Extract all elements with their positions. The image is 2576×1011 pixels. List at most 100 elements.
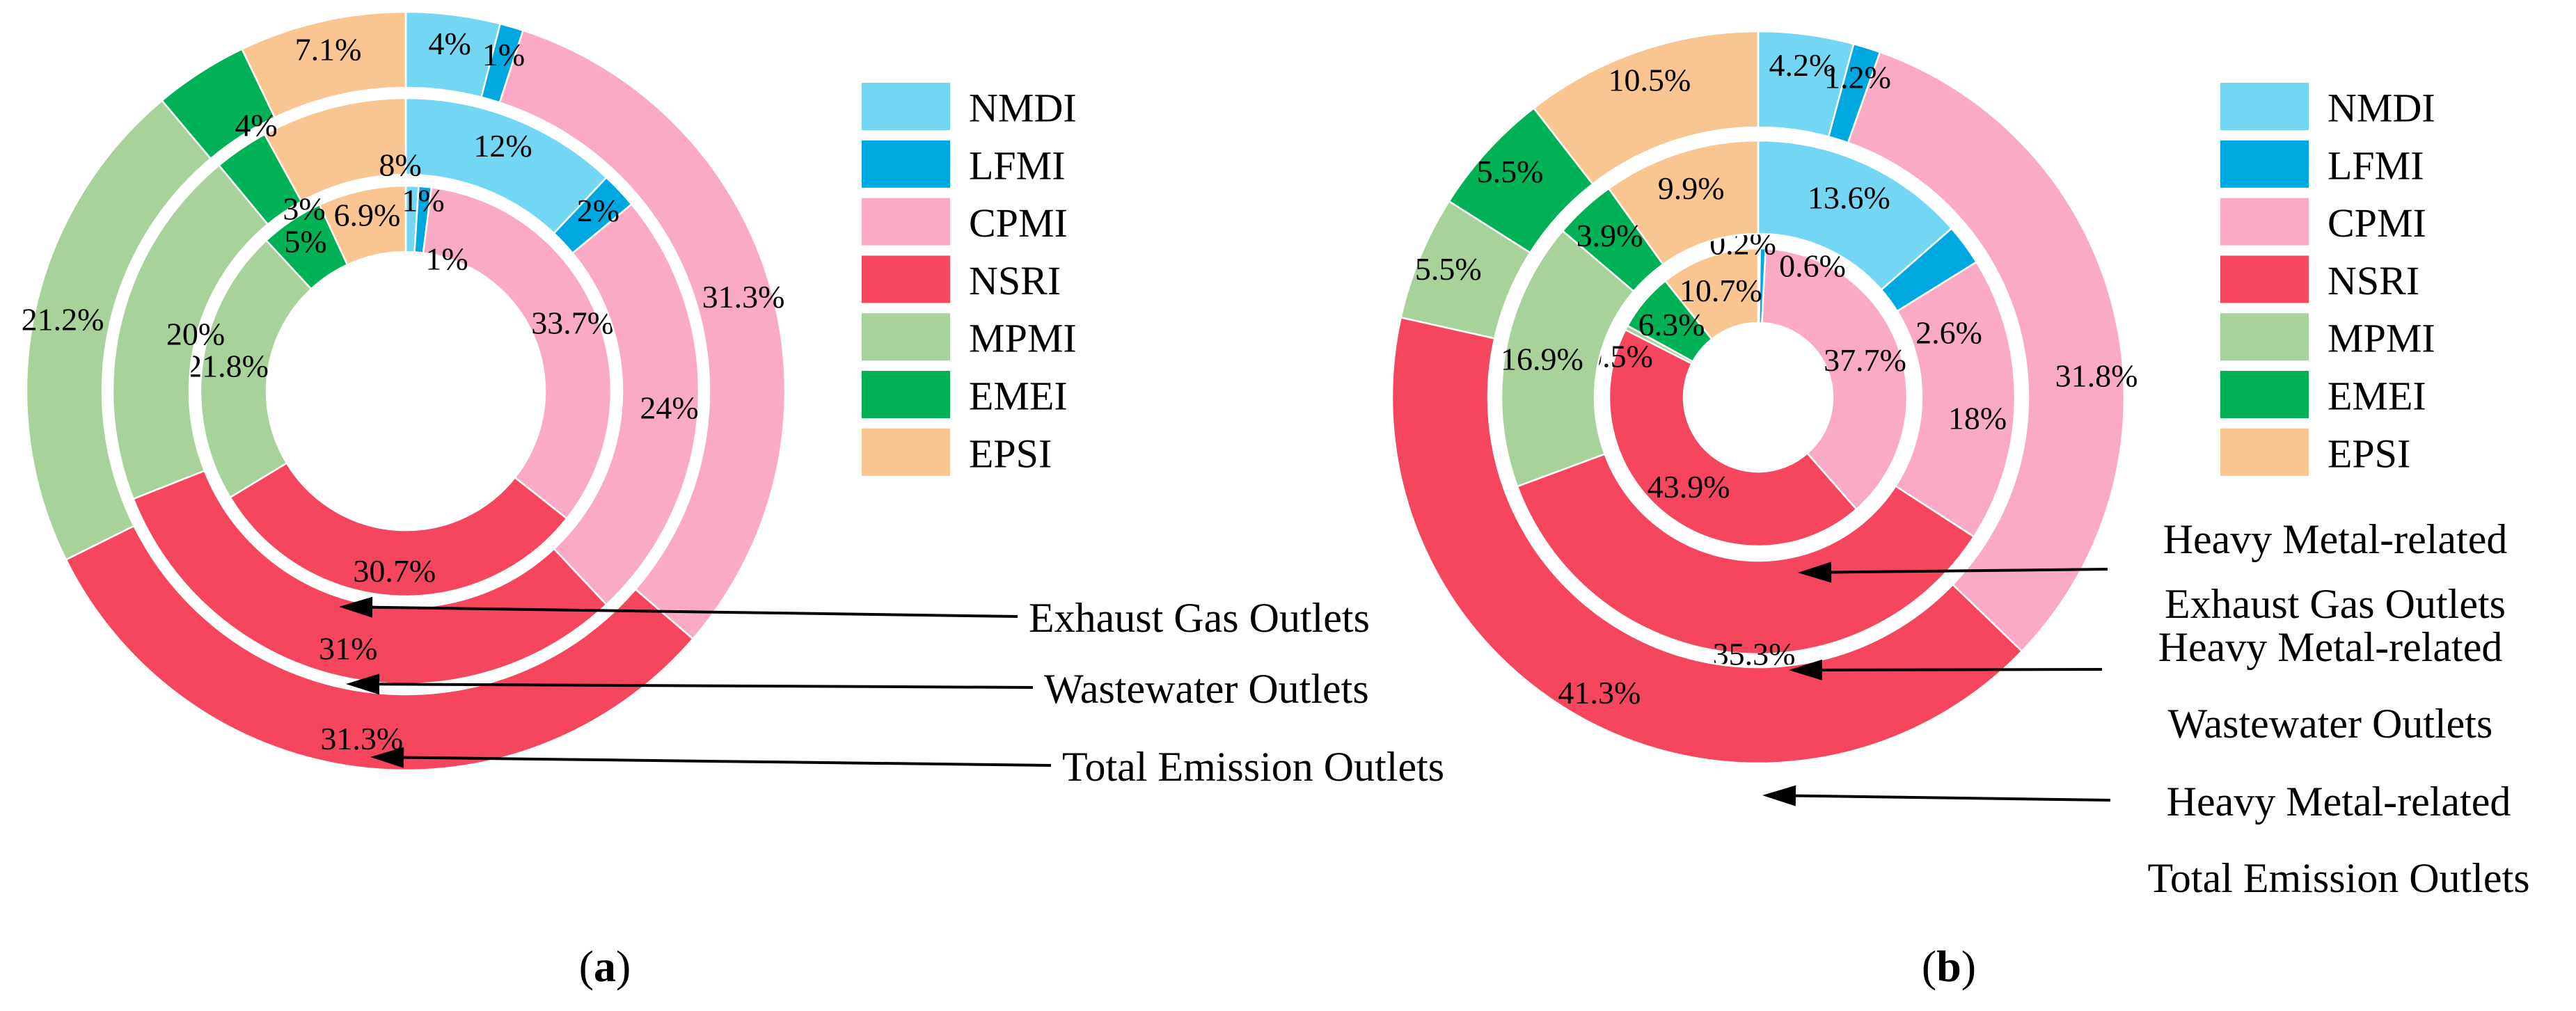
- callout-arrowhead-a-outer: [370, 747, 404, 768]
- slice-label-a-inner-LFMI: 1%: [425, 241, 468, 277]
- slice-label-b-inner-EPSI: 10.7%: [1680, 273, 1762, 308]
- slice-label-a-outer-EPSI: 7.1%: [295, 31, 362, 67]
- donut-panel-a: 1% 1% 33.7% 30.7% 21.8% 5%6.9% 12% 2% 24% 31% 20% 3…: [22, 10, 1444, 991]
- legend-label-CPMI-a: CPMI: [969, 200, 1068, 246]
- donut-slice-b-middle-CPMI: [1895, 261, 2016, 538]
- legend-swatch-MPMI-a: [862, 313, 950, 361]
- legend-label-LFMI-a: LFMI: [969, 143, 1066, 188]
- legend-swatch-NMDI-a: [862, 83, 950, 130]
- callout-label-a-inner-line1: Exhaust Gas Outlets: [1029, 595, 1370, 641]
- legend-label-NSRI-a: NSRI: [969, 258, 1061, 303]
- donut-slice-a-inner-CPMI: [422, 186, 613, 520]
- callout-line-a-outer: [403, 756, 1052, 767]
- slice-label-b-outer-MPMI: 5.5%: [1415, 251, 1482, 287]
- donut-slice-b-middle-NSRI: [1516, 453, 1975, 655]
- slice-label-a-inner-EMEI: 5%: [284, 223, 326, 259]
- donut-slice-b-outer-EPSI: [1533, 30, 1760, 185]
- donut-slice-b-outer-CPMI: [1847, 51, 2126, 653]
- donut-slice-a-middle-EPSI: [263, 97, 407, 202]
- callout-a-middle: Wastewater Outlets: [346, 666, 1369, 712]
- slice-label-b-middle-EMEI: 3.9%: [1577, 218, 1643, 253]
- slice-label-a-inner-MPMI: 21.8%: [186, 349, 269, 384]
- slice-label-b-inner-CPMI: 37.7%: [1824, 342, 1906, 378]
- legend-swatch-LFMI-a: [862, 140, 950, 188]
- callout-label-b-outer-line2: Total Emission Outlets: [2147, 855, 2529, 901]
- donut-slice-b-middle-MPMI: [1500, 230, 1635, 488]
- donut-slice-a-inner-EPSI: [318, 184, 407, 266]
- slice-label-b-middle-LFMI: 2.6%: [1915, 315, 1982, 351]
- slice-label-a-inner-CPMI: 33.7%: [531, 305, 614, 341]
- legend-swatch-NMDI-b: [2220, 83, 2309, 130]
- donut-slice-b-inner-EPSI: [1664, 247, 1760, 340]
- donut-slice-a-outer-CPMI: [498, 29, 787, 640]
- callout-arrowhead-b-inner: [1798, 562, 1832, 583]
- legend-swatch-EMEI-b: [2220, 371, 2309, 418]
- slice-label-b-inner-NSRI: 43.9%: [1647, 469, 1730, 504]
- legend-a: NMDI LFMI CPMI NSRI MPMI EMEI EPSI: [862, 83, 1077, 476]
- callout-label-b-inner-line1: Heavy Metal-related: [2163, 516, 2508, 562]
- donut-slice-a-middle-CPMI: [553, 203, 700, 606]
- panel-caption-a: (a): [579, 941, 631, 991]
- slice-label-a-middle-NSRI: 31%: [319, 631, 377, 667]
- slice-label-a-inner-NMDI: 1%: [402, 183, 444, 218]
- callout-label-a-outer-line1: Total Emission Outlets: [1062, 744, 1444, 790]
- slice-label-a-inner-EPSI: 6.9%: [333, 198, 400, 233]
- slice-label-b-outer-LFMI: 1.2%: [1824, 59, 1891, 95]
- slice-label-b-middle-CPMI: 18%: [1948, 401, 2007, 436]
- slice-label-b-inner-EMEI: 6.3%: [1638, 307, 1705, 342]
- slice-label-b-middle-EPSI: 9.9%: [1658, 170, 1725, 206]
- ring-middle-b: [1500, 139, 2016, 655]
- slice-label-a-outer-LFMI: 1%: [482, 37, 525, 72]
- slice-label-a-middle-MPMI: 20%: [166, 317, 225, 352]
- callout-label-b-middle-line1: Heavy Metal-related: [2158, 624, 2503, 670]
- legend-label-CPMI-b: CPMI: [2328, 200, 2426, 246]
- ring-outer-b: [1391, 30, 2126, 765]
- callout-line-b-outer: [1795, 794, 2111, 802]
- slice-label-a-outer-CPMI: 31.3%: [702, 279, 785, 315]
- donut-slice-b-outer-NSRI: [1391, 317, 2023, 765]
- slice-label-b-outer-EMEI: 5.5%: [1477, 154, 1544, 189]
- legend-b: NMDI LFMI CPMI NSRI MPMI EMEI EPSI: [2220, 83, 2435, 476]
- callout-arrowhead-b-middle: [1789, 659, 1823, 680]
- callout-a-inner: Exhaust Gas Outlets: [339, 595, 1370, 641]
- callout-line-b-inner: [1831, 568, 2108, 574]
- legend-label-EMEI-b: EMEI: [2328, 374, 2426, 419]
- slice-label-a-outer-MPMI: 21.2%: [22, 302, 104, 337]
- ring-outer-a: [25, 10, 787, 772]
- legend-swatch-EPSI-a: [862, 428, 950, 476]
- donut-panel-b: 0.2%0.6%37.7%43.9%0.5%6.3%10.7%13.6%2.6%…: [1391, 30, 2530, 991]
- slice-label-a-middle-EMEI: 3%: [283, 191, 325, 227]
- donut-slice-b-inner-NSRI: [1608, 328, 1858, 548]
- slice-label-b-outer-EPSI: 10.5%: [1608, 63, 1691, 98]
- panel-caption-b: (b): [1922, 941, 1976, 991]
- slice-label-a-inner-NSRI: 30.7%: [353, 553, 436, 589]
- legend-label-EPSI-a: EPSI: [969, 431, 1052, 476]
- slice-label-a-middle-LFMI: 2%: [577, 193, 619, 228]
- ring-inner-b: [1608, 247, 1909, 548]
- callout-b-middle: Heavy Metal-related Wastewater Outlets: [1789, 624, 2502, 747]
- donut-slice-a-inner-NSRI: [229, 462, 568, 598]
- ring-inner-a: [199, 184, 613, 598]
- callout-b-inner: Heavy Metal-related Exhaust Gas Outlets: [1798, 516, 2507, 627]
- donut-slice-a-inner-MPMI: [199, 239, 313, 499]
- callout-arrowhead-a-inner: [339, 596, 373, 618]
- slice-label-b-middle-NMDI: 13.6%: [1808, 180, 1890, 215]
- legend-swatch-NSRI-b: [2220, 255, 2309, 303]
- slice-label-b-outer-NSRI: 41.3%: [1558, 675, 1641, 710]
- callout-label-a-middle-line1: Wastewater Outlets: [1044, 666, 1369, 712]
- callout-arrowhead-a-middle: [346, 674, 380, 695]
- legend-label-NMDI-a: NMDI: [969, 86, 1077, 131]
- callout-arrowhead-b-outer: [1762, 785, 1796, 806]
- callout-line-b-middle: [1822, 668, 2103, 671]
- slice-label-b-inner-LFMI: 0.6%: [1779, 248, 1846, 284]
- callout-line-a-inner: [372, 605, 1018, 618]
- legend-label-NMDI-b: NMDI: [2328, 86, 2435, 131]
- slice-label-a-outer-EMEI: 4%: [235, 108, 277, 143]
- slice-label-a-middle-EPSI: 8%: [379, 148, 421, 183]
- legend-swatch-EPSI-b: [2220, 428, 2309, 476]
- legend-label-EPSI-b: EPSI: [2328, 431, 2410, 476]
- donut-slice-b-inner-CPMI: [1761, 248, 1909, 511]
- callout-a-outer: Total Emission Outlets: [370, 744, 1444, 790]
